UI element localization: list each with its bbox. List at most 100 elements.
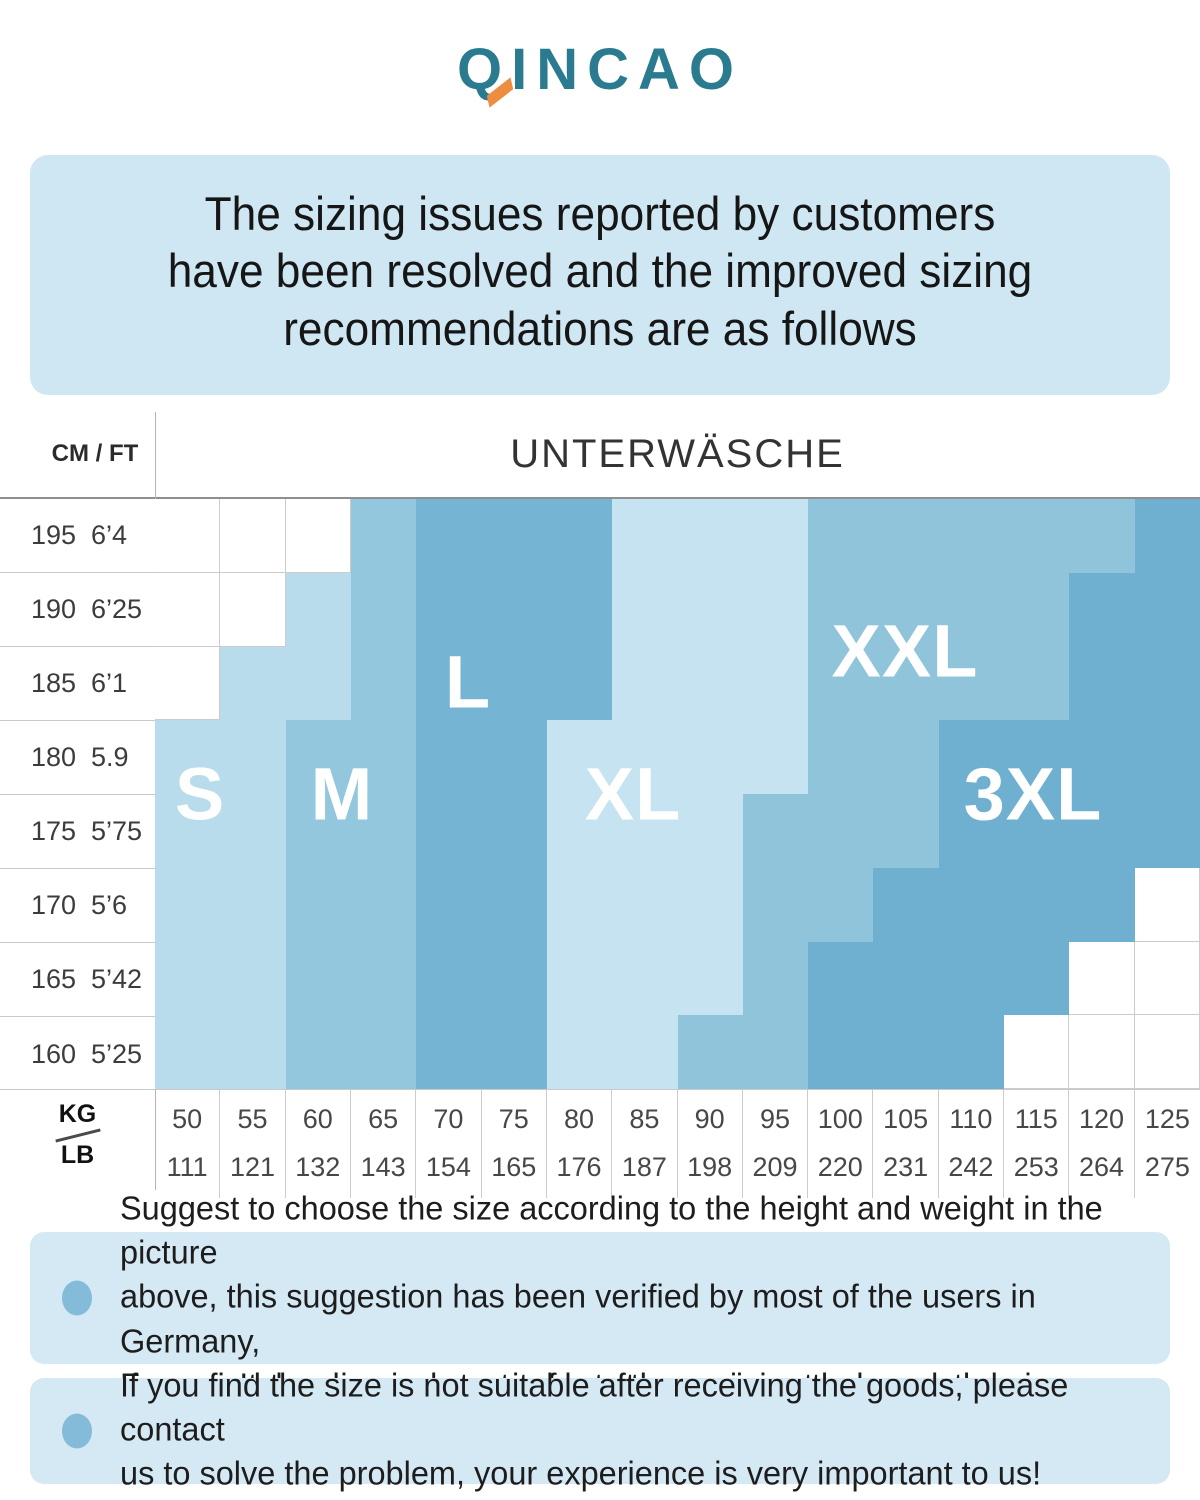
grid-cell (416, 794, 482, 868)
weight-kg: 80 (564, 1104, 595, 1134)
grid-cell (677, 720, 743, 794)
weight-kg: 110 (949, 1104, 993, 1134)
weight-column-120: 120 264 (1069, 1090, 1135, 1198)
grid-cell (742, 941, 809, 1016)
grid-cell (546, 572, 613, 647)
weight-kg: 105 (883, 1104, 929, 1134)
weight-kg: 55 (237, 1104, 268, 1134)
grid-cell (1134, 720, 1200, 794)
weight-lb: 231 (883, 1152, 929, 1182)
grid-cell (350, 941, 417, 1016)
grid-cell (808, 867, 874, 942)
weight-column-70: 70 154 (416, 1090, 482, 1198)
grid-cell (677, 941, 743, 1016)
weight-column-75: 75 165 (482, 1090, 547, 1198)
weight-column-50: 50 111 (155, 1090, 221, 1198)
size-region-label-m: M (310, 752, 374, 836)
grid-cell (155, 867, 221, 942)
height-ft: 6’25 (91, 594, 143, 624)
weight-column-125: 125 275 (1135, 1090, 1200, 1198)
grid-cell (742, 1015, 809, 1089)
grid-cell (808, 1015, 874, 1089)
grid-cell (546, 499, 613, 573)
grid-cell (1069, 867, 1135, 942)
size-region-label-3xl: 3XL (963, 752, 1103, 836)
banner-line-1: The sizing issues reported by customers (204, 187, 996, 240)
grid-cell (677, 794, 743, 868)
height-ft: 6’4 (91, 520, 128, 550)
weight-lb: 132 (295, 1152, 341, 1182)
height-cm: 190 (30, 594, 76, 624)
grid-cell (1134, 499, 1200, 573)
weight-column-65: 65 143 (351, 1090, 417, 1198)
grid-cell (416, 941, 482, 1016)
grid-cell (350, 572, 417, 647)
height-row-190: 190 6’25 (0, 573, 155, 647)
grid-cell (873, 720, 939, 794)
weight-kg: 85 (629, 1104, 660, 1134)
grid-cell (285, 1015, 351, 1089)
grid-cell (350, 794, 417, 868)
height-ft: 5.9 (91, 742, 129, 772)
grid-cell (1004, 499, 1070, 573)
weight-axis: KG LB 50 111 55 121 60 132 65 143 70 154 75 165 80 17… (0, 1090, 1200, 1202)
height-cm: 185 (30, 668, 76, 698)
grid-cell (742, 499, 809, 573)
weight-lb: 187 (621, 1152, 667, 1182)
grid-cell (546, 941, 613, 1016)
grid-cell (808, 646, 874, 721)
weight-lb: 176 (556, 1152, 602, 1182)
grid-cell (1134, 794, 1200, 868)
weight-lb: 121 (229, 1152, 275, 1182)
grid-cell (1004, 867, 1070, 942)
grid-cell (416, 1015, 482, 1089)
grid-cell (873, 646, 939, 721)
grid-cell (285, 572, 351, 647)
height-row-165: 165 5’42 (0, 943, 155, 1017)
grid-cell (416, 499, 482, 573)
grid-cell (677, 1015, 743, 1089)
grid-cell (481, 646, 547, 721)
weight-column-115: 115 253 (1004, 1090, 1070, 1198)
grid-cell (416, 720, 482, 794)
weight-unit-label: KG LB (0, 1100, 155, 1170)
grid-cell (938, 499, 1005, 573)
grid-cell (220, 572, 286, 647)
grid-cell (742, 646, 809, 721)
grid-cell (612, 794, 678, 868)
weight-kg: 100 (817, 1104, 863, 1134)
header-divider (0, 497, 1200, 499)
height-row-160: 160 5’25 (0, 1017, 155, 1091)
height-cm: 195 (30, 520, 76, 550)
chart-bottom-divider (0, 1089, 1200, 1090)
grid-cell (155, 794, 221, 868)
weight-column-60: 60 132 (286, 1090, 351, 1198)
weight-lb: 242 (948, 1152, 994, 1182)
bullet-icon (62, 1280, 92, 1316)
weight-kg: 115 (1014, 1104, 1058, 1134)
size-region-label-xl: XL (584, 752, 682, 836)
grid-cell (350, 499, 417, 573)
grid-cell (1004, 572, 1070, 647)
grid-cell (416, 646, 482, 721)
chart-title: UNTERWÄSCHE (510, 432, 845, 476)
grid-cell (873, 1015, 939, 1089)
grid-cell (1069, 720, 1135, 794)
grid-cell (285, 941, 351, 1016)
height-row-185: 185 6’1 (0, 647, 155, 721)
grid-cell (873, 499, 939, 573)
grid-cell (1004, 646, 1070, 721)
weight-kg: 95 (759, 1104, 790, 1134)
grid-cell (1134, 941, 1200, 1016)
weight-columns: 50 111 55 121 60 132 65 143 70 154 75 165 80 176 85 187… (155, 1090, 1200, 1198)
grid-cell (938, 1015, 1005, 1089)
grid-cell (1069, 572, 1135, 647)
grid-cell (938, 572, 1005, 647)
grid-cell (546, 867, 613, 942)
height-ft: 5’25 (91, 1038, 143, 1069)
grid-cell (1004, 720, 1070, 794)
weight-lb: 143 (360, 1152, 406, 1182)
weight-column-80: 80 176 (547, 1090, 613, 1198)
grid-cell (350, 1015, 417, 1089)
